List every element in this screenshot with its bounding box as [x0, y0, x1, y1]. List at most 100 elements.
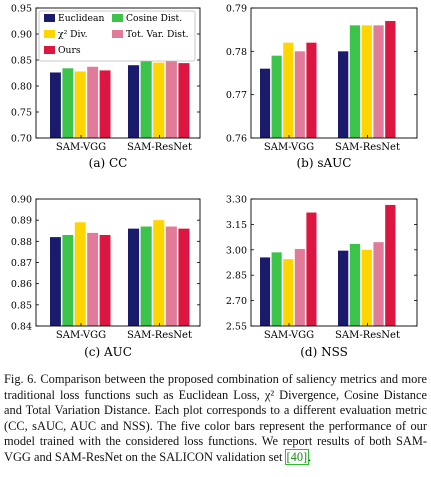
y-tick-label: 0.89 [11, 216, 32, 227]
y-tick-label: 0.95 [11, 4, 32, 15]
y-tick-label: 3.15 [226, 220, 247, 231]
bar [128, 228, 140, 326]
caption-end: . [308, 449, 312, 464]
bar [385, 204, 396, 326]
bar [283, 259, 294, 326]
y-tick-label: 0.84 [11, 322, 32, 333]
bar [349, 25, 361, 138]
y-tick-label: 0.79 [226, 4, 247, 15]
bar [140, 226, 152, 326]
bar [306, 212, 317, 326]
y-tick-label: 0.77 [226, 90, 247, 101]
legend-swatch [44, 14, 55, 22]
legend-label: Tot. Var. Dist. [126, 29, 189, 40]
y-tick-label: 0.87 [11, 258, 32, 269]
x-tick-label: SAM-ResNet [335, 142, 400, 153]
legend-label: Euclidean [58, 13, 104, 24]
x-tick-label: SAM-ResNet [335, 330, 400, 341]
y-tick-label: 0.75 [11, 108, 32, 119]
bar [74, 71, 86, 138]
bar [165, 58, 177, 138]
bar [271, 55, 282, 138]
legend-label: Cosine Dist. [126, 13, 182, 24]
bar [361, 249, 372, 326]
legend-swatch [112, 14, 123, 22]
plot-frame [35, 198, 201, 327]
caption-label: Fig. 6. [4, 372, 37, 386]
y-tick-label: 2.55 [226, 322, 247, 333]
bar [373, 242, 384, 326]
bar [50, 72, 61, 138]
bar [338, 250, 349, 326]
bar [271, 252, 282, 326]
y-tick-label: 0.85 [11, 56, 32, 67]
bar [294, 248, 305, 326]
y-tick-label: 0.90 [11, 30, 32, 41]
y-tick-label: 2.85 [226, 271, 247, 282]
bar [338, 51, 349, 139]
bar [128, 65, 140, 138]
y-tick-label: 0.78 [226, 47, 247, 58]
chart-subtitle: (c) AUC [84, 345, 132, 359]
bar [87, 66, 99, 138]
x-tick-label: SAM-ResNet [127, 142, 192, 153]
chart-subtitle: (b) sAUC [297, 156, 352, 170]
y-tick-label: 0.90 [11, 195, 32, 206]
citation-link[interactable]: [40] [284, 448, 310, 465]
plot-frame [250, 7, 418, 139]
bar [260, 68, 271, 138]
x-tick-label: SAM-VGG [264, 330, 314, 341]
chart-subtitle: (d) NSS [300, 345, 348, 359]
y-tick-label: 0.85 [11, 300, 32, 311]
bar [361, 25, 372, 138]
bar [385, 21, 396, 138]
y-tick-label: 0.76 [226, 134, 247, 145]
bar [62, 234, 74, 326]
bar [99, 70, 111, 138]
chart-d: SAM-VGG SAM-ResNet 2.55 2.70 2.85 3.00 3.15 3.3… [226, 195, 418, 359]
y-tick-label: 0.88 [11, 237, 32, 248]
chart-a: SAM-VGG SAM-ResNet 0.70 0.75 0.80 0.85 0.90 0.9… [11, 4, 201, 170]
y-tick-label: 0.70 [11, 134, 32, 145]
bar [165, 226, 177, 326]
x-tick-label: SAM-VGG [264, 142, 314, 153]
legend-swatch [44, 30, 55, 38]
legend: Euclidean Cosine Dist. χ² Div. Tot. Var. Di… [38, 10, 196, 62]
bar [260, 257, 271, 326]
plot-frame [250, 198, 418, 327]
bar [349, 243, 361, 326]
bar [153, 62, 165, 138]
chart-b: SAM-VGG SAM-ResNet 0.76 0.77 0.78 0.79 (b) sAU… [226, 4, 418, 170]
bar [283, 42, 294, 138]
bar [306, 42, 317, 138]
legend-swatch [112, 30, 123, 38]
bar [74, 222, 86, 326]
bar [178, 63, 190, 139]
legend-label: Ours [58, 45, 81, 56]
y-tick-label: 0.86 [11, 279, 32, 290]
x-tick-label: SAM-ResNet [127, 330, 192, 341]
chart-c: SAM-VGG SAM-ResNet 0.84 0.85 0.86 0.87 0.88 0.8… [11, 195, 201, 359]
bar [50, 237, 61, 326]
bar [178, 228, 190, 326]
bar [62, 68, 74, 138]
bar [87, 232, 99, 326]
legend-label: χ² Div. [58, 29, 88, 40]
bar [99, 234, 111, 326]
legend-swatch [44, 46, 55, 54]
x-tick-label: SAM-VGG [56, 330, 106, 341]
x-tick-label: SAM-VGG [56, 142, 106, 153]
y-tick-label: 3.30 [226, 195, 247, 206]
bar [373, 25, 384, 138]
bar [140, 60, 152, 138]
y-tick-label: 2.70 [226, 296, 247, 307]
plot-frame [35, 7, 201, 139]
bar [294, 51, 305, 139]
figure-caption: Fig. 6. Comparison between the proposed c… [4, 372, 427, 466]
bar [153, 220, 165, 326]
y-tick-label: 0.80 [11, 82, 32, 93]
y-tick-label: 3.00 [226, 245, 247, 256]
chart-subtitle: (a) CC [89, 156, 128, 170]
caption-text: Comparison between the proposed combinat… [4, 372, 427, 464]
